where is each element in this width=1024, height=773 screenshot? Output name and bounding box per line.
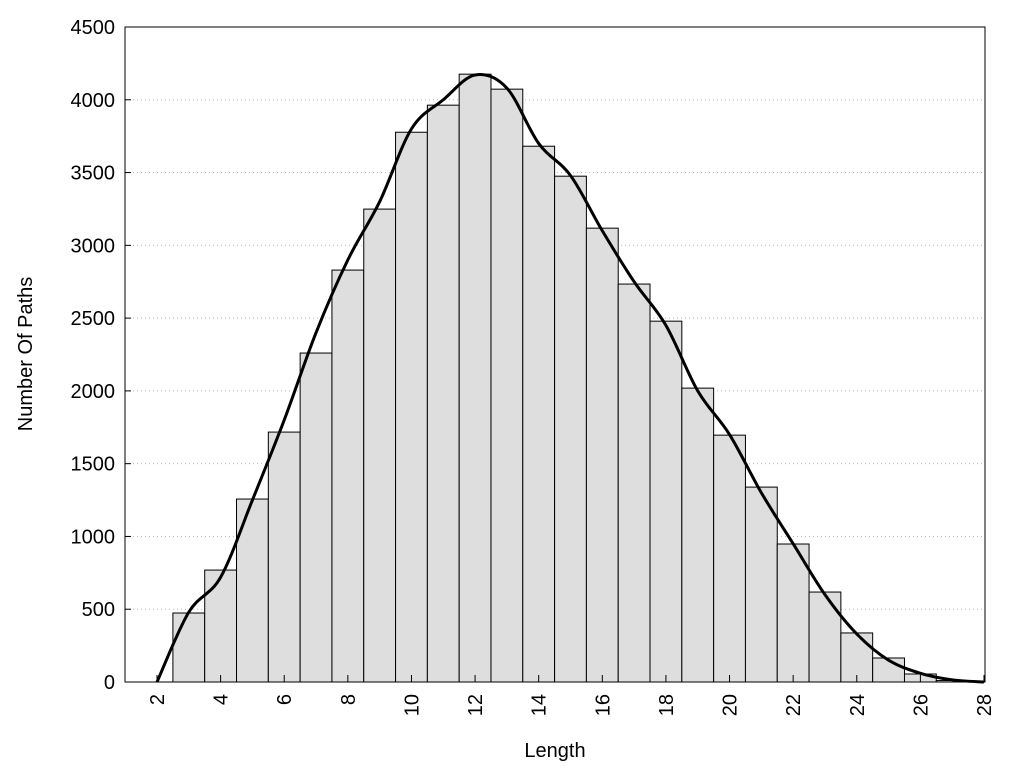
x-tick-label: 20	[720, 694, 742, 716]
x-tick-label: 22	[783, 694, 805, 716]
x-tick-label: 18	[656, 694, 678, 716]
bar	[426, 104, 460, 683]
bar	[395, 131, 428, 683]
x-tick-label: 6	[274, 694, 296, 705]
x-tick-label: 26	[910, 694, 932, 716]
x-tick-label: 14	[529, 694, 551, 716]
gridlines	[125, 99, 985, 610]
bar	[299, 352, 333, 683]
y-tick-label: 500	[82, 599, 115, 621]
y-tick-label: 1000	[71, 526, 116, 548]
bar	[649, 320, 683, 683]
x-tick-label: 28	[974, 694, 996, 716]
bar	[172, 612, 206, 683]
y-tick-label: 4500	[71, 17, 116, 39]
y-axis-ticks: 0 500 1000 1500 2000 2500 3000 3500 4000 4500	[71, 17, 131, 694]
bar	[617, 283, 651, 683]
bar	[744, 486, 778, 683]
y-tick-label: 0	[104, 672, 115, 694]
bar	[490, 88, 524, 683]
y-axis-label: Number Of Paths	[15, 277, 37, 432]
bar	[331, 269, 365, 683]
bar	[872, 657, 905, 683]
plot-frame	[124, 26, 986, 683]
bar	[458, 73, 492, 683]
y-tick-label: 2500	[71, 308, 116, 330]
x-tick-label: 12	[465, 694, 487, 716]
x-axis-ticks: 2 4 6 8 10 12 14 16 18 20 22 24 26 28	[147, 675, 996, 716]
density-curve	[155, 73, 985, 684]
y-tick-label: 1500	[71, 454, 116, 476]
x-tick-label: 16	[592, 694, 614, 716]
x-tick-label: 2	[147, 694, 169, 705]
y-tick-label: 3000	[71, 235, 116, 257]
bars	[172, 73, 969, 683]
x-axis-label: Length	[524, 740, 585, 762]
bar	[840, 632, 874, 683]
bar	[204, 569, 238, 683]
bar	[522, 145, 556, 683]
bar	[681, 387, 715, 683]
bar	[713, 434, 746, 683]
bar	[585, 227, 619, 683]
bar	[808, 591, 842, 683]
bar	[554, 175, 587, 683]
y-tick-label: 4000	[71, 90, 116, 112]
x-tick-label: 8	[338, 694, 360, 705]
x-tick-label: 4	[211, 694, 233, 705]
bar	[267, 431, 301, 683]
x-tick-label: 24	[847, 694, 869, 716]
x-tick-label: 10	[401, 694, 423, 716]
y-tick-label: 3500	[71, 163, 116, 185]
y-tick-label: 2000	[71, 381, 116, 403]
bar	[363, 208, 397, 683]
